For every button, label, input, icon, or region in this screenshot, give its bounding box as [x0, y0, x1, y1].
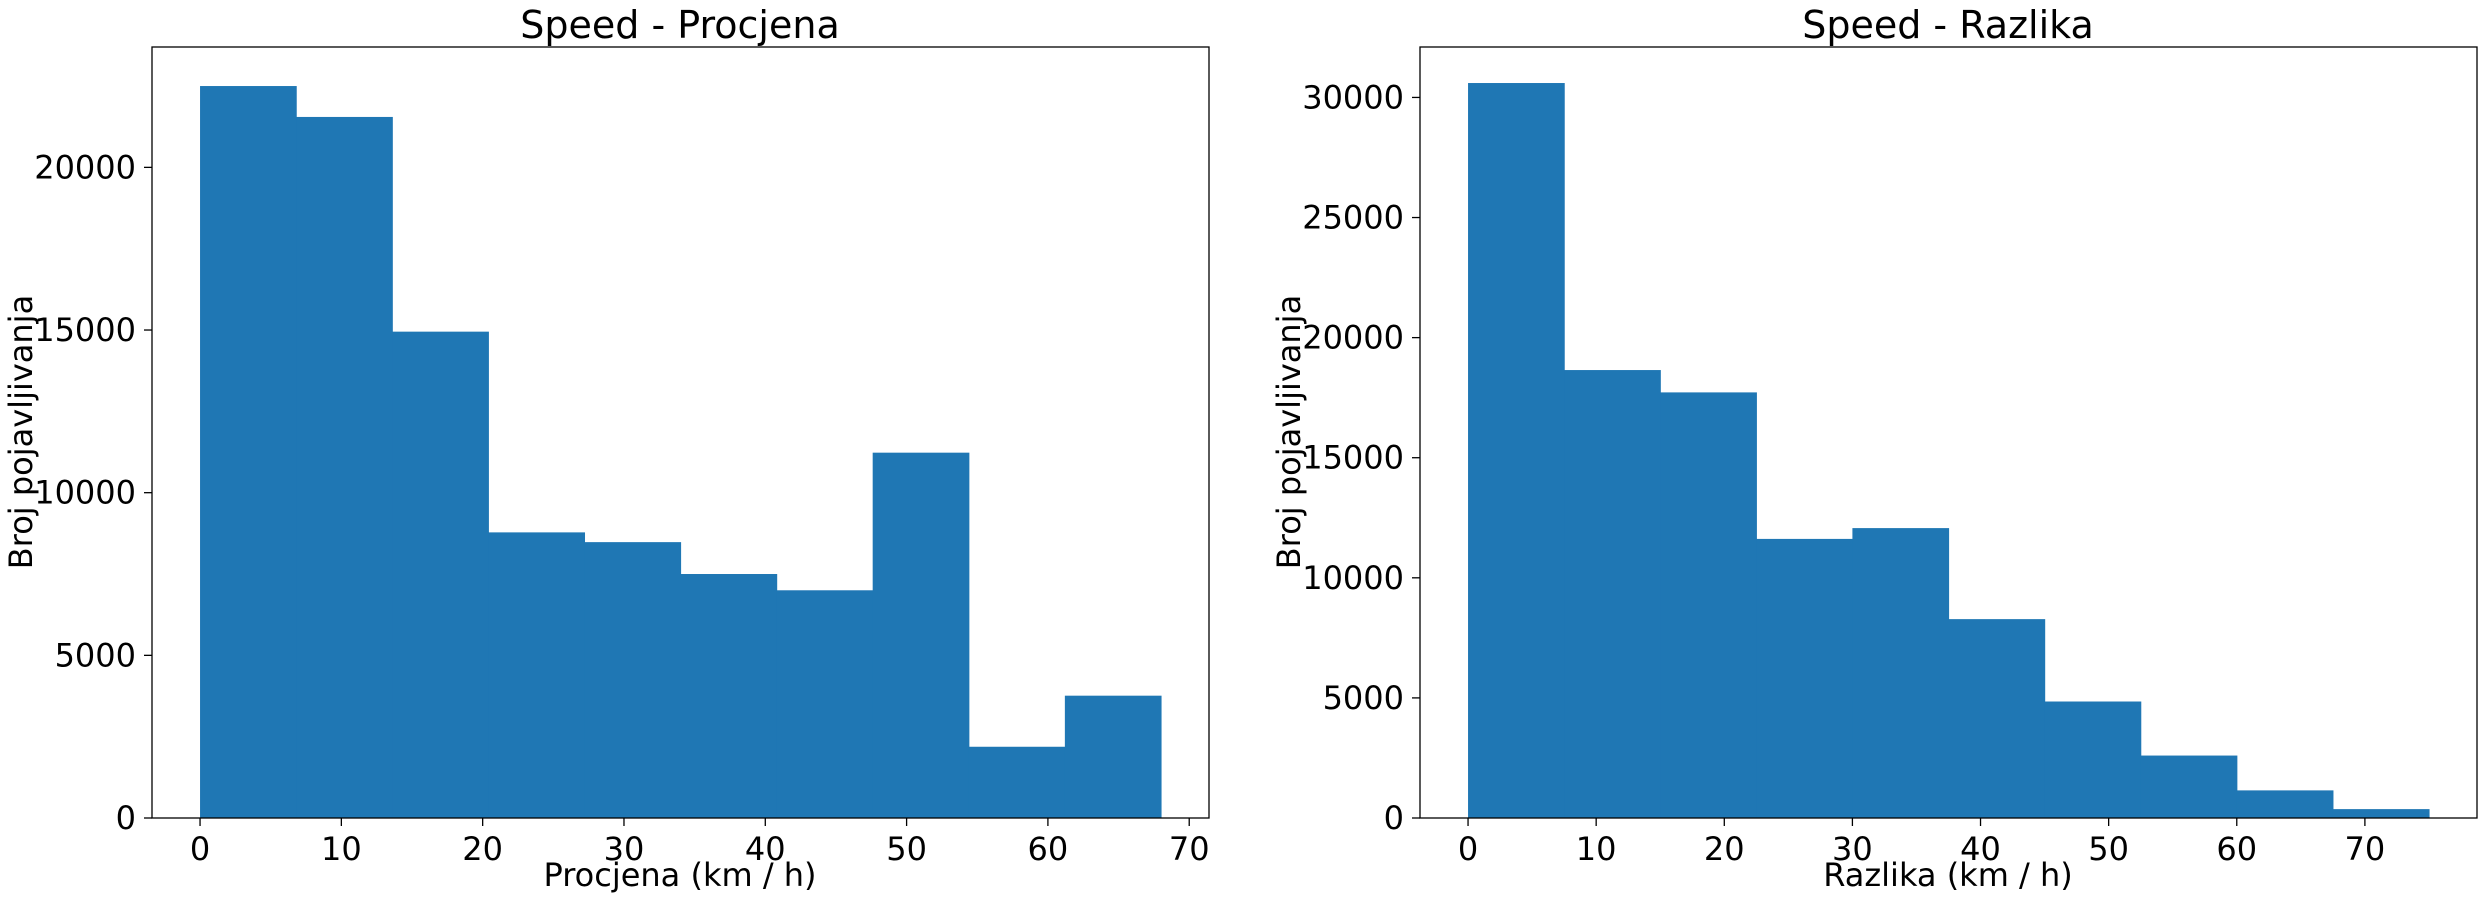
x-tick-label: 40	[745, 830, 786, 868]
x-tick-label: 60	[1028, 830, 1069, 868]
x-ticks: 0 10 20 30 40 50 60 70	[190, 818, 1210, 868]
chart-title: Speed - Razlika	[1802, 3, 2094, 47]
x-tick-label: 20	[462, 830, 503, 868]
y-axis-label: Broj pojavljivanja	[2, 295, 40, 569]
y-ticks: 0 5000 10000 15000 20000	[34, 148, 152, 837]
histogram-bar	[2044, 701, 2142, 818]
y-tick-label: 15000	[34, 311, 136, 349]
histogram-bar	[2236, 790, 2334, 818]
x-tick-label: 50	[886, 830, 927, 868]
y-axis-label: Broj pojavljivanja	[1270, 295, 1308, 569]
chart-razlika: Speed - Razlika 0 10 20 30 40 50 60 70 0 5000 100…	[1270, 3, 2478, 894]
y-tick-label: 0	[116, 799, 136, 837]
bars	[200, 86, 1162, 819]
y-tick-label: 0	[1384, 799, 1404, 837]
histogram-bar	[872, 452, 970, 818]
histogram-bar	[1564, 370, 1661, 818]
chart-title: Speed - Procjena	[520, 3, 839, 47]
histogram-bar	[1756, 538, 1854, 818]
histogram-bar	[968, 746, 1066, 818]
x-tick-label: 10	[1576, 830, 1617, 868]
histogram-bar	[1948, 619, 2046, 818]
x-tick-label: 60	[2216, 830, 2257, 868]
x-tick-label: 0	[190, 830, 210, 868]
y-tick-label: 15000	[1302, 439, 1404, 477]
histogram-bar	[680, 574, 778, 818]
histogram-bar	[1468, 83, 1565, 819]
plot-frame	[151, 46, 1210, 819]
y-ticks: 0 5000 10000 15000 20000 25000 30000	[1302, 78, 1420, 837]
histogram-bar	[392, 331, 489, 818]
y-tick-label: 25000	[1302, 199, 1404, 237]
x-axis-label: Procjena (km / h)	[543, 856, 816, 894]
histogram-bar	[200, 86, 297, 819]
histogram-bar	[776, 590, 874, 818]
x-ticks: 0 10 20 30 40 50 60 70	[1458, 818, 2385, 868]
histogram-bar	[1852, 528, 1950, 818]
x-axis-label: Razlika (km / h)	[1823, 856, 2073, 894]
x-tick-label: 50	[2088, 830, 2129, 868]
bars	[1468, 83, 2430, 819]
x-tick-label: 70	[1169, 830, 1210, 868]
histogram-bar	[488, 532, 586, 818]
y-tick-label: 5000	[1323, 679, 1404, 717]
histogram-bar	[584, 542, 682, 818]
histogram-bar	[2332, 809, 2430, 818]
x-tick-label: 20	[1704, 830, 1745, 868]
y-tick-label: 20000	[34, 148, 136, 186]
y-tick-label: 5000	[55, 636, 136, 674]
plot-frame	[1419, 46, 2478, 819]
y-tick-label: 10000	[1302, 559, 1404, 597]
y-tick-label: 20000	[1302, 319, 1404, 357]
histogram-bar	[296, 116, 393, 818]
y-tick-label: 30000	[1302, 78, 1404, 116]
histogram-bar	[1064, 695, 1162, 818]
x-tick-label: 0	[1458, 830, 1478, 868]
chart-procjena: Speed - Procjena 0 10 20 30 40 50 60 70 0 5000 10…	[2, 3, 1210, 894]
y-tick-label: 10000	[34, 474, 136, 512]
x-tick-label: 40	[1960, 830, 2001, 868]
x-tick-label: 30	[604, 830, 645, 868]
histogram-bar	[1660, 392, 1757, 818]
histogram-bar	[2140, 755, 2238, 818]
x-tick-label: 70	[2345, 830, 2386, 868]
x-tick-label: 30	[1832, 830, 1873, 868]
x-tick-label: 10	[321, 830, 362, 868]
